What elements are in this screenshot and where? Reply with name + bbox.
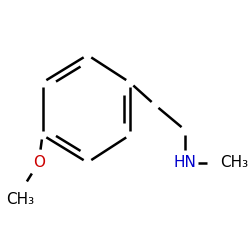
Text: CH₃: CH₃ [6, 192, 34, 208]
Text: HN: HN [174, 155, 197, 170]
Text: O: O [33, 155, 45, 170]
Text: CH₃: CH₃ [220, 155, 248, 170]
